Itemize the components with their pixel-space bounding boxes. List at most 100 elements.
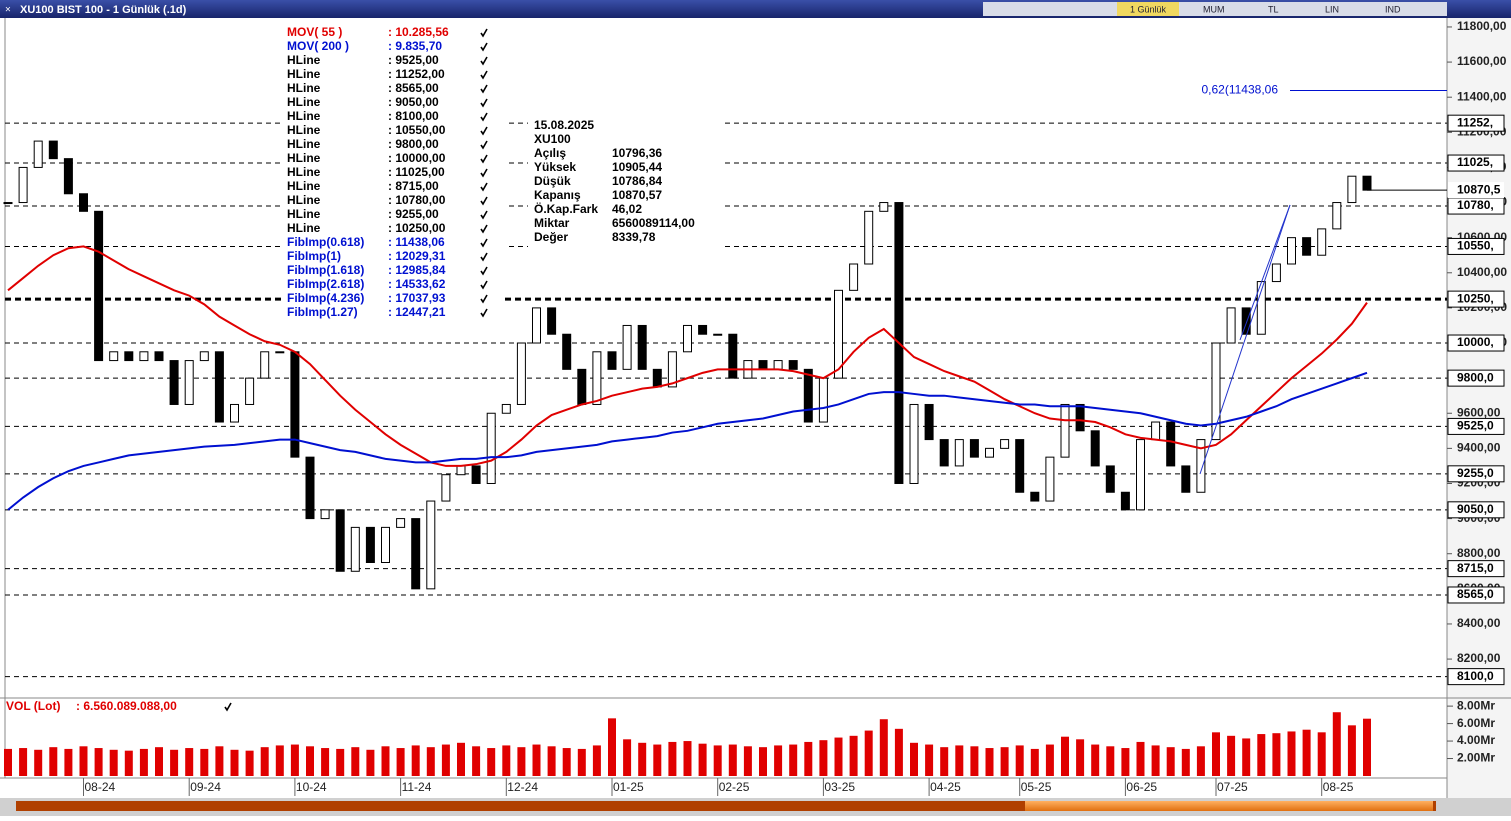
- volume-bar: [185, 748, 194, 776]
- toolbar-button[interactable]: TL: [1268, 4, 1279, 14]
- candle: [365, 526, 375, 563]
- volume-bar: [1227, 735, 1236, 776]
- toolbar-button[interactable]: LIN: [1325, 4, 1339, 14]
- h-line-label: 10000,: [1457, 335, 1494, 349]
- volume-bar: [562, 748, 571, 776]
- scrollbar-thumb[interactable]: [1025, 801, 1433, 811]
- volume-bar: [1136, 741, 1145, 776]
- visible-check: [480, 294, 488, 304]
- info-symbol: XU100: [534, 132, 571, 146]
- volume-bar: [321, 748, 330, 776]
- volume-bar: [1091, 744, 1100, 776]
- volume-bar: [1287, 731, 1296, 776]
- toolbar-button[interactable]: MUM: [1203, 4, 1225, 14]
- toolbar-button[interactable]: 1 Günlük: [1130, 4, 1167, 14]
- candle: [803, 368, 813, 423]
- candle: [486, 412, 496, 484]
- volume-bar: [139, 748, 148, 776]
- candle: [1317, 228, 1327, 256]
- candle: [335, 509, 345, 572]
- fib-entry: FibImp(1.27): [287, 305, 358, 319]
- hline-entry: HLine: [287, 81, 321, 95]
- hline-entry: HLine: [287, 53, 321, 67]
- candle: [818, 377, 828, 423]
- volume-bar: [306, 746, 314, 776]
- volume-tick-label: 8.00Mr: [1457, 698, 1495, 712]
- close-icon[interactable]: ×: [5, 5, 11, 16]
- candle: [230, 403, 239, 423]
- candle: [441, 474, 451, 502]
- candle: [18, 166, 28, 204]
- volume-bar: [517, 747, 526, 776]
- candle: [154, 351, 164, 362]
- y-tick-label: 9400,00: [1457, 441, 1501, 455]
- volume-bar: [200, 748, 209, 776]
- volume-bar: [4, 748, 12, 776]
- volume-tick-label: 4.00Mr: [1457, 733, 1495, 747]
- volume-bar: [894, 728, 903, 776]
- visible-check: [480, 168, 488, 178]
- h-line-label: 11252,: [1457, 115, 1493, 129]
- candle: [3, 202, 13, 205]
- candle: [667, 351, 677, 388]
- volume-bar: [683, 741, 692, 776]
- candle: [849, 263, 859, 291]
- fib-entry-value: : 12985,84: [388, 263, 446, 277]
- scrollbar[interactable]: [16, 801, 1436, 811]
- volume-bar: [19, 748, 28, 776]
- volume-bar: [638, 742, 647, 776]
- h-line-label-bg: [1447, 501, 1505, 519]
- moving-average: [7, 245, 1368, 467]
- x-tick-label: 03-25: [824, 780, 855, 794]
- visible-check: [480, 42, 488, 52]
- volume-bar: [623, 739, 632, 776]
- candle: [411, 518, 421, 590]
- volume-bar: [834, 737, 843, 776]
- candle: [698, 324, 708, 335]
- volume-bar: [970, 746, 979, 776]
- info-value: 10796,36: [612, 146, 662, 160]
- volume-bar: [275, 745, 284, 776]
- window-title: XU100 BIST 100 - 1 Günlük (.1d): [20, 4, 187, 16]
- info-label: Miktar: [534, 216, 570, 230]
- last-price-label: 10870,5: [1457, 182, 1501, 196]
- candle: [879, 202, 889, 212]
- hline-entry-value: : 8565,00: [388, 81, 439, 95]
- volume-bar: [728, 744, 737, 776]
- hline-entry-value: : 10780,00: [388, 193, 446, 207]
- candle: [1015, 439, 1025, 493]
- toolbar[interactable]: [983, 2, 1447, 16]
- visible-check: [480, 28, 488, 38]
- volume-bar: [1302, 729, 1311, 776]
- legend-entry-value: : 9.835,70: [388, 39, 442, 53]
- candle: [260, 351, 270, 379]
- volume-bar: [260, 747, 269, 776]
- candle: [139, 351, 149, 362]
- candle: [381, 526, 390, 563]
- info-label: Açılış: [534, 146, 566, 160]
- volume-bar: [789, 744, 798, 776]
- h-line-label-bg: [1447, 465, 1505, 483]
- info-label: Ö.Kap.Fark: [534, 201, 598, 216]
- hline-entry: HLine: [287, 179, 321, 193]
- candle: [184, 360, 194, 405]
- candle: [516, 342, 526, 405]
- volume-bar: [49, 747, 58, 776]
- candle: [290, 351, 300, 458]
- volume-bar: [64, 748, 73, 776]
- candle: [1151, 421, 1161, 441]
- x-tick-label: 09-24: [190, 780, 221, 794]
- volume-bar: [215, 746, 224, 776]
- candle: [1362, 175, 1372, 191]
- fib-entry-value: : 14533,62: [388, 277, 446, 291]
- hline-entry: HLine: [287, 165, 321, 179]
- legend-entry-value: : 10.285,56: [388, 25, 449, 39]
- toolbar-button[interactable]: IND: [1385, 4, 1401, 14]
- h-line-label-bg: [1447, 369, 1505, 387]
- h-line-label: 8565,0: [1457, 587, 1494, 601]
- volume-bar: [457, 742, 465, 776]
- visible-check: [480, 70, 488, 80]
- candle: [622, 324, 632, 370]
- visible-check: [480, 56, 488, 66]
